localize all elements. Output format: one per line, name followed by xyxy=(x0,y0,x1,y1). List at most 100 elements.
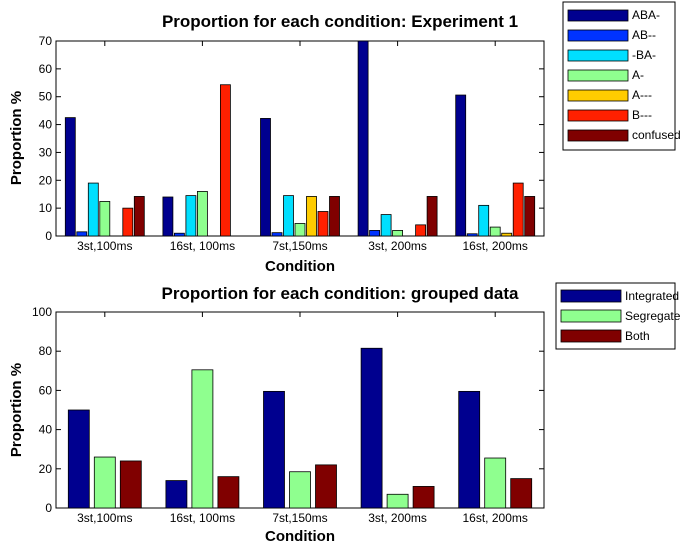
x-ticks: 3st,100ms 16st, 100ms 7st,150ms 3st, 200ms 1… xyxy=(77,312,528,525)
bars xyxy=(64,40,536,237)
bar-Both-1 xyxy=(217,476,240,509)
legend-label: B--- xyxy=(632,108,652,122)
bar-B-4 xyxy=(512,182,524,237)
y-tick-label: 60 xyxy=(39,383,53,397)
legend: ABA- AB-- -BA- A- A--- B--- confused xyxy=(562,1,680,151)
y-tick-label: 0 xyxy=(45,229,52,243)
bar-Segregated-2 xyxy=(289,471,311,509)
bar-Segregated-3 xyxy=(386,493,409,509)
y-tick-label: 80 xyxy=(39,344,53,358)
bar-Both-2 xyxy=(315,464,337,509)
x-tick-label: 16st, 100ms xyxy=(170,239,235,253)
legend: Integrated Segregated Both xyxy=(555,282,680,350)
bar-ABA-1 xyxy=(162,196,174,237)
bar-ABA-0 xyxy=(64,117,76,237)
x-axis-label: Condition xyxy=(265,528,335,545)
y-tick-label: 0 xyxy=(45,501,52,515)
bar-A-2 xyxy=(294,223,306,237)
legend-swatch xyxy=(567,129,629,142)
x-tick-label: 3st,100ms xyxy=(77,511,132,525)
legend-swatch xyxy=(567,29,629,42)
legend-swatch xyxy=(560,309,622,323)
bar-Integrated-2 xyxy=(263,390,285,509)
legend-label: ABA- xyxy=(632,8,660,22)
y-tick-label: 40 xyxy=(39,423,53,437)
legend-swatch xyxy=(567,109,629,122)
bar-B-1 xyxy=(219,84,231,237)
bar-Integrated-3 xyxy=(360,347,383,509)
y-tick-label: 20 xyxy=(39,173,53,187)
bar-confused-3 xyxy=(426,196,438,237)
x-tick-label: 7st,150ms xyxy=(272,511,327,525)
y-tick-label: 20 xyxy=(39,462,53,476)
legend-label: A--- xyxy=(632,88,652,102)
x-tick-label: 3st,100ms xyxy=(77,239,132,253)
bar-confused-2 xyxy=(329,196,340,237)
x-ticks: 3st,100ms 16st, 100ms 7st,150ms 3st, 200ms 1… xyxy=(77,41,528,253)
bar-BA-1 xyxy=(185,195,197,237)
bar-A-0 xyxy=(99,201,111,237)
y-tick-label: 60 xyxy=(39,62,53,76)
x-axis-label: Condition xyxy=(265,258,335,275)
legend-label: confused xyxy=(632,128,680,142)
bar-B-3 xyxy=(415,224,427,237)
legend-swatch xyxy=(567,89,629,102)
legend-label: Segregated xyxy=(625,309,680,323)
bar-A-3 xyxy=(392,230,404,237)
bar-AB-1 xyxy=(173,232,185,237)
bar-ABA-4 xyxy=(455,94,467,237)
bar-Both-4 xyxy=(510,478,533,509)
bar-AB-3 xyxy=(369,230,381,237)
bar-ABA-2 xyxy=(260,118,271,237)
chart-title: Proportion for each condition: Experimen… xyxy=(162,12,518,31)
x-tick-label: 3st, 200ms xyxy=(368,239,427,253)
bar-Integrated-1 xyxy=(165,480,188,509)
bar-confused-0 xyxy=(133,196,145,237)
legend-swatch xyxy=(567,69,629,82)
bar-BA-4 xyxy=(478,204,490,237)
bar-Segregated-0 xyxy=(93,456,116,509)
bar-BA-0 xyxy=(87,182,99,237)
x-tick-label: 7st,150ms xyxy=(272,239,327,253)
bar-Both-0 xyxy=(119,460,142,509)
y-ticks: 0 10 20 30 40 50 60 70 xyxy=(39,34,544,243)
legend-swatch xyxy=(567,49,629,62)
y-ticks: 0 20 40 60 80 100 xyxy=(32,305,544,515)
bar-Integrated-0 xyxy=(67,409,90,509)
chart-grouped-data: Proportion for each condition: grouped d… xyxy=(8,282,680,545)
bar-AB-2 xyxy=(271,232,283,237)
x-tick-label: 16st, 200ms xyxy=(463,511,528,525)
bar-Segregated-4 xyxy=(484,457,507,509)
bar-ABA-3 xyxy=(357,40,369,237)
bar-A-4 xyxy=(489,226,501,237)
bar-AB-4 xyxy=(466,233,478,237)
y-axis-label: Proportion % xyxy=(8,91,25,185)
chart-title: Proportion for each condition: grouped d… xyxy=(162,284,520,303)
bar-A-2 xyxy=(306,196,317,237)
x-tick-label: 3st, 200ms xyxy=(368,511,427,525)
legend-swatch xyxy=(560,289,622,303)
bar-A-4 xyxy=(501,232,513,237)
bar-confused-4 xyxy=(524,196,536,237)
bar-B-2 xyxy=(317,211,329,237)
y-axis-label: Proportion % xyxy=(8,363,25,457)
x-tick-label: 16st, 100ms xyxy=(170,511,235,525)
bar-BA-3 xyxy=(380,214,392,237)
legend-label: A- xyxy=(632,68,644,82)
bar-Integrated-4 xyxy=(458,390,481,509)
y-tick-label: 30 xyxy=(39,145,53,159)
y-tick-label: 40 xyxy=(39,118,53,132)
plot-area xyxy=(55,40,545,237)
y-tick-label: 10 xyxy=(39,201,53,215)
x-tick-label: 16st, 200ms xyxy=(463,239,528,253)
legend-label: Integrated xyxy=(625,289,679,303)
y-tick-label: 50 xyxy=(39,90,53,104)
bar-A-1 xyxy=(196,191,208,237)
legend-swatch xyxy=(567,9,629,22)
bar-BA-2 xyxy=(283,195,294,237)
y-tick-label: 100 xyxy=(32,305,52,319)
bars xyxy=(67,347,533,509)
bar-Both-3 xyxy=(412,486,435,509)
bar-B-0 xyxy=(122,207,134,237)
